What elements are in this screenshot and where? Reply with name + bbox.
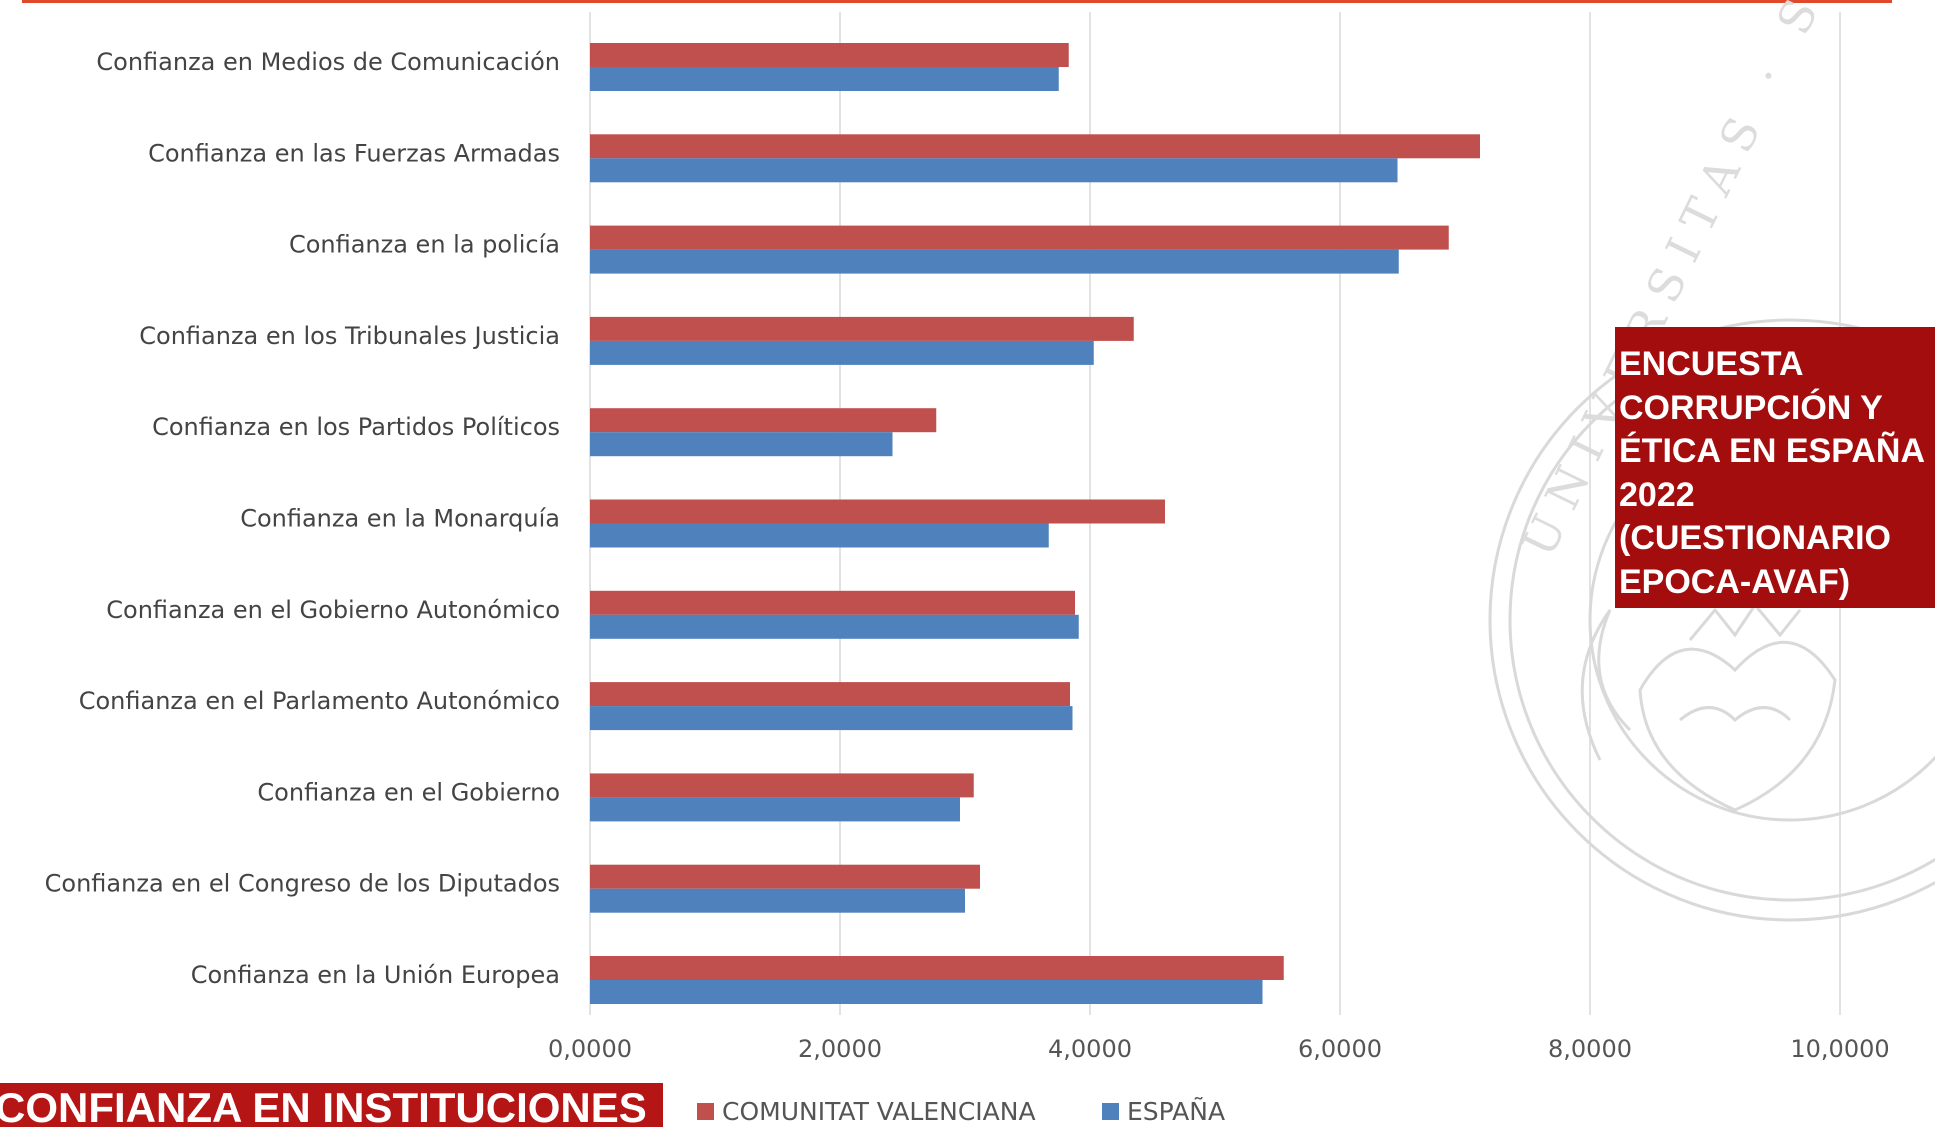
top-accent-line xyxy=(22,0,1892,3)
legend-swatch-red xyxy=(697,1102,714,1120)
category-label-1: Confianza en las Fuerzas Armadas xyxy=(148,139,560,167)
bar-comunitat-valenciana-8 xyxy=(590,773,974,798)
bar-comunitat-valenciana-9 xyxy=(590,864,980,889)
legend-label: ESPAÑA xyxy=(1127,1096,1226,1126)
x-tick-labels: 0,0000 2,0000 4,0000 6,0000 8,0000 10,0000 xyxy=(548,1035,1890,1063)
category-label-0: Confianza en Medios de Comunicación xyxy=(96,48,560,76)
legend-item-espana: ESPAÑA xyxy=(1102,1096,1226,1126)
bar-comunitat-valenciana-5 xyxy=(590,499,1165,524)
bar-espana-3 xyxy=(590,340,1094,365)
bar-comunitat-valenciana-0 xyxy=(590,43,1069,67)
bar-espana-2 xyxy=(590,249,1399,274)
survey-info-box: ENCUESTA CORRUPCIÓN Y ÉTICA EN ESPAÑA 20… xyxy=(1615,327,1935,608)
category-label-8: Confianza en el Gobierno xyxy=(257,778,560,806)
legend-label: COMUNITAT VALENCIANA xyxy=(722,1096,1036,1126)
category-label-4: Confianza en los Partidos Políticos xyxy=(152,413,560,441)
category-label-3: Confianza en los Tribunales Justicia xyxy=(139,322,560,350)
category-label-5: Confianza en la Monarquía xyxy=(240,505,560,533)
section-title: CONFIANZA EN INSTITUCIONES xyxy=(0,1083,663,1127)
x-tick-label-4: 8,0000 xyxy=(1548,1035,1632,1063)
bar-comunitat-valenciana-2 xyxy=(590,225,1449,250)
bar-comunitat-valenciana-10 xyxy=(590,956,1284,980)
bar-comunitat-valenciana-4 xyxy=(590,408,937,433)
bar-espana-7 xyxy=(590,706,1073,731)
bars xyxy=(590,43,1480,1004)
x-tick-label-5: 10,0000 xyxy=(1790,1035,1889,1063)
bar-espana-4 xyxy=(590,432,893,457)
bar-espana-8 xyxy=(590,797,960,822)
category-label-2: Confianza en la policía xyxy=(289,231,560,259)
category-label-6: Confianza en el Gobierno Autonómico xyxy=(106,596,560,624)
bar-espana-6 xyxy=(590,614,1079,639)
bar-espana-9 xyxy=(590,888,965,913)
x-tick-label-2: 4,0000 xyxy=(1048,1035,1132,1063)
x-tick-label-1: 2,0000 xyxy=(798,1035,882,1063)
bar-espana-5 xyxy=(590,523,1049,548)
category-labels: Confianza en Medios de Comunicación Confi… xyxy=(45,48,560,989)
bar-espana-10 xyxy=(590,980,1263,1004)
bar-comunitat-valenciana-7 xyxy=(590,682,1070,707)
bar-comunitat-valenciana-3 xyxy=(590,316,1134,341)
section-title-text: CONFIANZA EN INSTITUCIONES xyxy=(0,1084,647,1127)
category-label-10: Confianza en la Unión Europea xyxy=(191,961,560,989)
bar-espana-1 xyxy=(590,158,1398,183)
category-label-9: Confianza en el Congreso de los Diputado… xyxy=(45,870,560,898)
bar-espana-0 xyxy=(590,67,1059,91)
bar-comunitat-valenciana-6 xyxy=(590,590,1075,615)
category-label-7: Confianza en el Parlamento Autonómico xyxy=(79,687,560,715)
legend-item-comunitat-valenciana: COMUNITAT VALENCIANA xyxy=(697,1096,1036,1126)
bar-comunitat-valenciana-1 xyxy=(590,134,1480,159)
legend-swatch-blue xyxy=(1102,1102,1119,1120)
x-tick-label-0: 0,0000 xyxy=(548,1035,632,1063)
x-tick-label-3: 6,0000 xyxy=(1298,1035,1382,1063)
